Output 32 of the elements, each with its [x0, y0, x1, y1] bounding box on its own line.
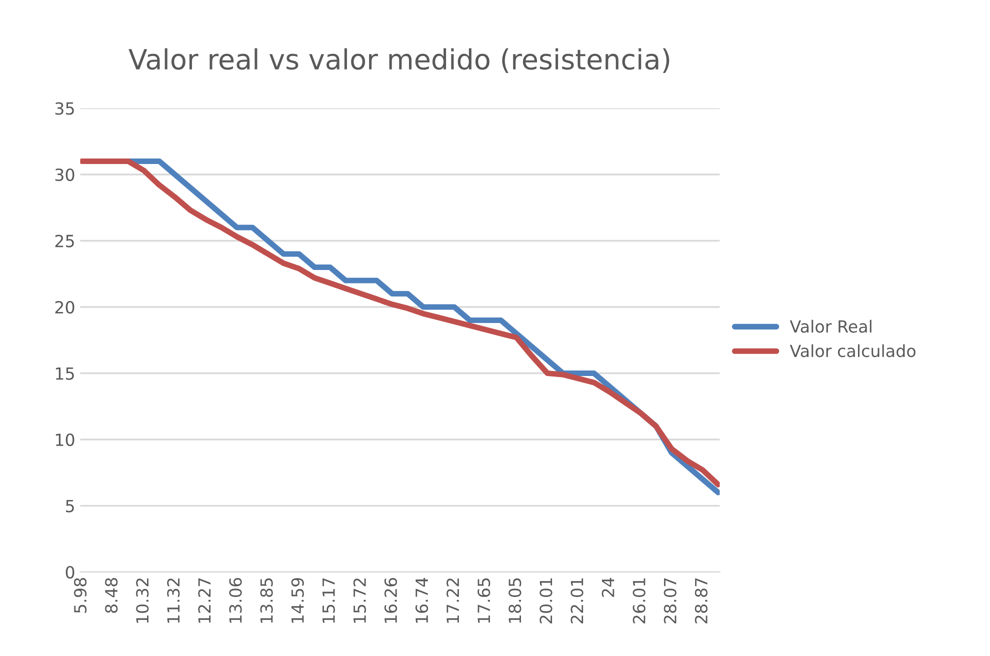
x-tick-label: 28.87: [694, 578, 708, 624]
x-tick-label: 16.74: [415, 578, 428, 623]
y-tick-label: 5: [66, 500, 74, 512]
y-tick-label: 10: [56, 433, 74, 446]
x-tick-label: 20.01: [540, 578, 552, 624]
x-tick-label: 10.32: [136, 578, 149, 623]
y-tick-label: 30: [55, 168, 74, 182]
x-tick-label: 24: [602, 578, 614, 597]
x-tick-label: 17.65: [478, 578, 490, 623]
chart-title: Valor real vs valor medido (resistencia): [128, 48, 670, 74]
x-tick-label: 17.22: [446, 578, 459, 623]
y-tick-label: 0: [66, 566, 74, 579]
x-tick-label: 22.01: [570, 578, 584, 624]
x-tick-label: 13.06: [229, 578, 242, 623]
y-tick-label: 35: [55, 102, 74, 115]
y-tick-label: 20: [55, 300, 74, 314]
x-tick-label: 8.48: [105, 578, 118, 613]
x-tick-label: 26.01: [632, 578, 646, 624]
y-tick-label: 15: [56, 367, 74, 380]
x-tick-label: 5.98: [74, 578, 87, 613]
x-tick-label: 16.26: [384, 578, 398, 623]
y-tick-label: 25: [55, 234, 74, 248]
x-tick-label: 15.72: [353, 578, 366, 623]
x-tick-label: 11.32: [167, 578, 180, 623]
x-tick-label: 14.59: [291, 578, 304, 623]
legend-label: Valor calculado: [790, 344, 916, 358]
x-tick-label: 28.07: [664, 578, 676, 624]
x-tick-label: 18.05: [508, 578, 522, 623]
x-tick-label: 13.85: [260, 578, 273, 623]
x-tick-label: 12.27: [198, 578, 211, 623]
legend-label: Valor Real: [790, 320, 872, 333]
x-tick-label: 15.17: [322, 578, 335, 623]
